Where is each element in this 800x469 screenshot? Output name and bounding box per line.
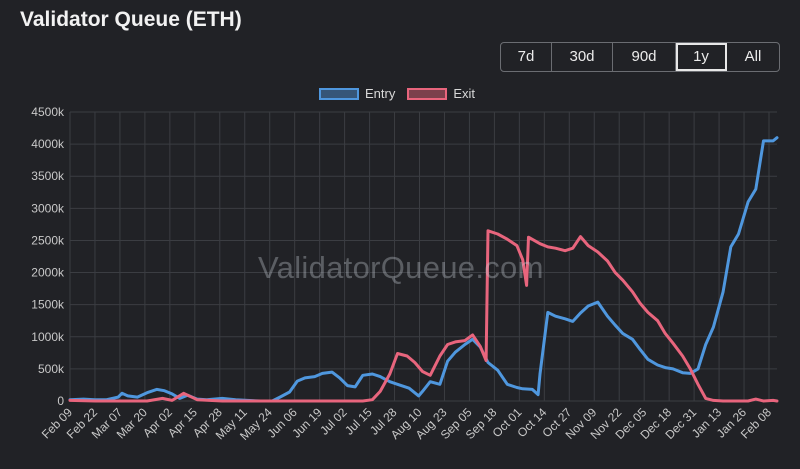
x-tick-label: Jul 15 <box>342 405 375 438</box>
watermark: ValidatorQueue.com <box>258 250 544 285</box>
range-1y-button[interactable]: 1y <box>676 43 727 71</box>
x-tick-label: Jul 02 <box>317 405 350 438</box>
range-30d-button[interactable]: 30d <box>552 43 613 71</box>
legend-item-entry[interactable]: Entry <box>319 86 395 101</box>
entry-swatch <box>319 87 359 100</box>
range-90d-button[interactable]: 90d <box>613 43 676 71</box>
series-line-exit <box>68 229 779 403</box>
chart-legend: Entry Exit <box>319 86 487 101</box>
range-all-button[interactable]: All <box>744 48 762 65</box>
y-tick-label: 4000k <box>31 137 65 151</box>
y-tick-label: 0 <box>57 394 64 408</box>
page-title: Validator Queue (ETH) <box>20 8 242 31</box>
y-tick-label: 500k <box>38 362 65 376</box>
legend-item-exit[interactable]: Exit <box>407 86 475 101</box>
range-7d-button[interactable]: 7d <box>501 43 552 71</box>
y-tick-label: 1500k <box>31 298 65 312</box>
y-tick-label: 2500k <box>31 233 65 247</box>
y-tick-label: 4500k <box>31 105 65 119</box>
y-tick-label: 2000k <box>31 266 65 280</box>
y-tick-label: 3500k <box>31 169 65 183</box>
exit-swatch <box>407 87 448 100</box>
time-range-selector: 7d 30d 90d 1y All <box>500 42 780 72</box>
y-tick-label: 3000k <box>31 201 65 215</box>
legend-label-exit: Exit <box>453 86 476 101</box>
legend-label-entry: Entry <box>365 86 396 101</box>
y-tick-label: 1000k <box>31 330 65 344</box>
